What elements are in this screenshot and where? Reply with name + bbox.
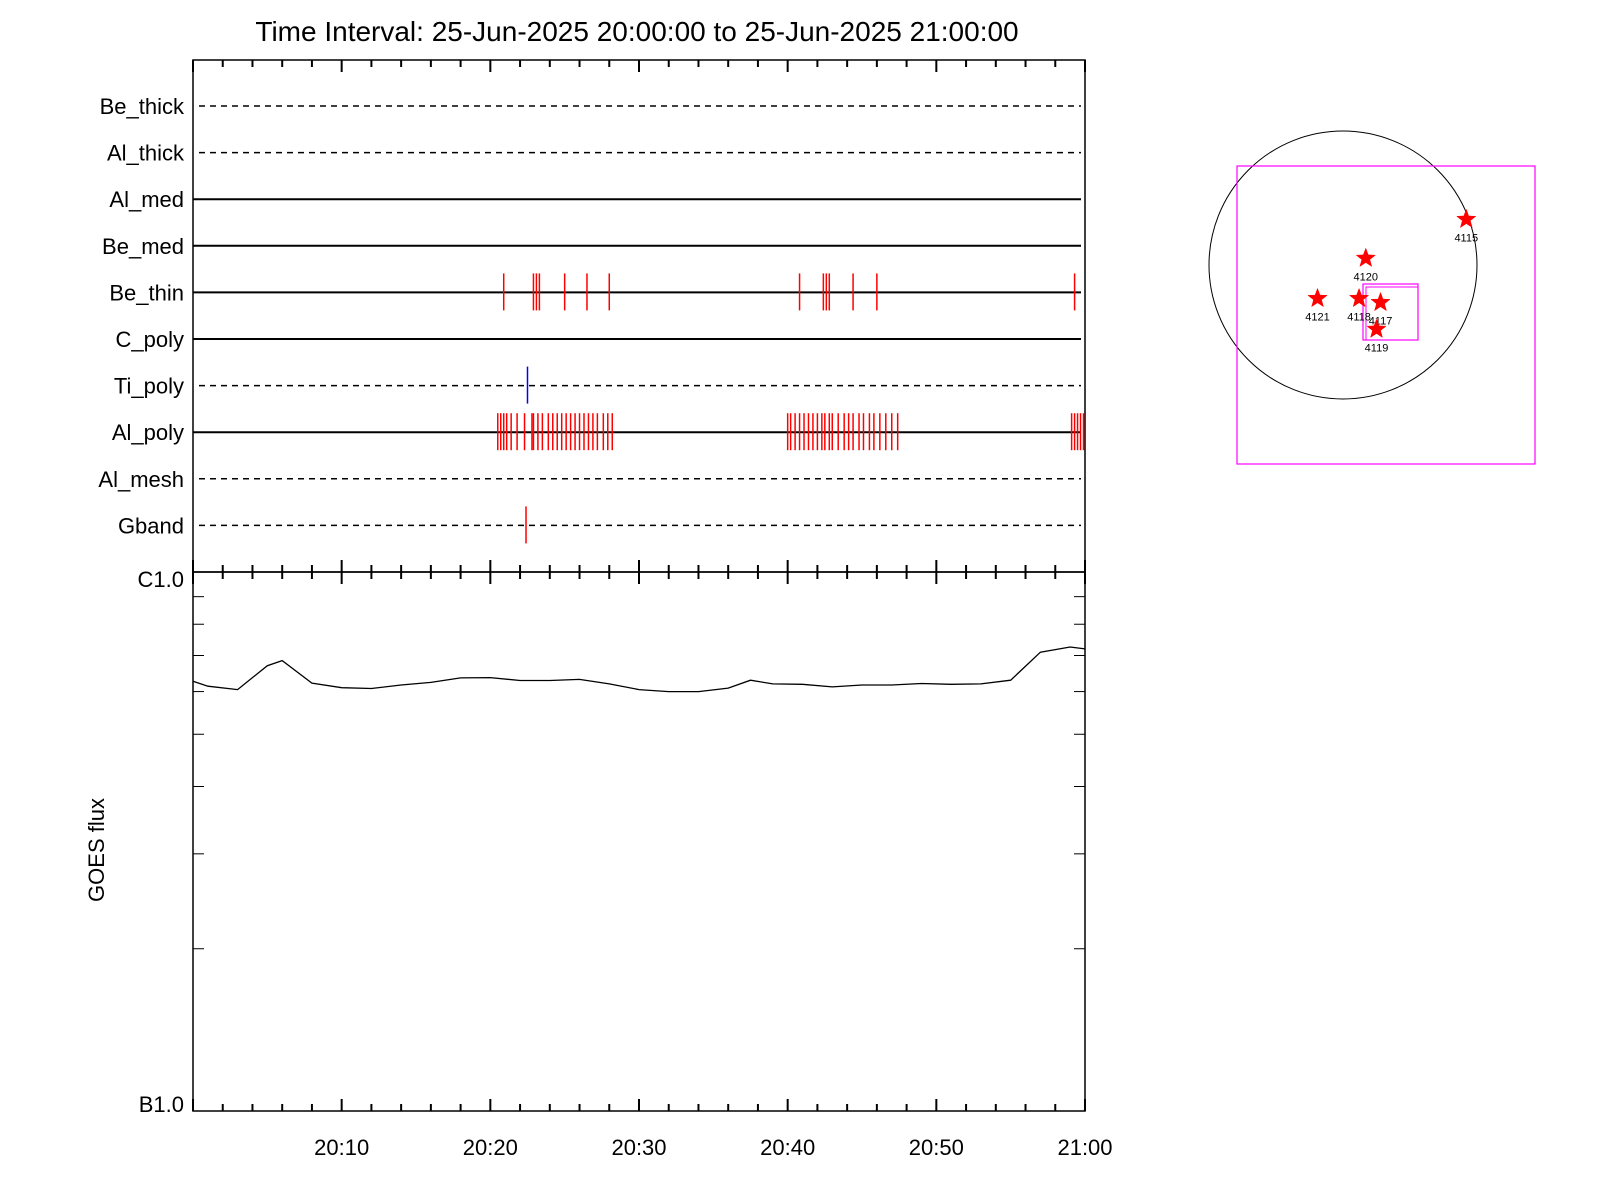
goes-flux-panel: C1.0 B1.0: [138, 567, 1086, 1117]
field-of-view-box-small: [1362, 283, 1419, 341]
active-region-star: [1456, 208, 1477, 229]
active-region-label: 4118: [1347, 312, 1371, 324]
x-tick-label: 20:50: [909, 1135, 964, 1160]
active-region-star: [1366, 318, 1387, 338]
x-tick-label: 20:20: [463, 1135, 518, 1160]
chart-title: Time Interval: 25-Jun-2025 20:00:00 to 2…: [255, 16, 1018, 47]
channel-timeline-panel: Be_thick Al_thick Al_med Be_med Be_thin C_pol…: [98, 59, 1086, 573]
active-region-star: [1370, 291, 1391, 312]
channel-label: Be_thin: [109, 280, 184, 305]
solar-disk: [1208, 130, 1478, 400]
x-tick-label: 20:30: [611, 1135, 666, 1160]
channel-label: C_poly: [116, 327, 184, 352]
field-of-view-box: [1236, 165, 1536, 465]
channel-label: Be_thick: [100, 94, 185, 119]
y-tick-label: B1.0: [139, 1092, 184, 1117]
channel-label: Be_med: [102, 234, 184, 259]
channel-label: Al_med: [109, 187, 184, 212]
x-tick-label: 20:10: [314, 1135, 369, 1160]
x-tick-labels: 20:10 20:20 20:30 20:40 20:50 21:00: [314, 1135, 1112, 1160]
channel-label: Ti_poly: [114, 374, 184, 399]
channel-label: Al_thick: [107, 141, 185, 166]
active-region-label: 4115: [1454, 232, 1478, 244]
channel-label: Gband: [118, 513, 184, 538]
bottom-panel-frame: [192, 571, 1086, 1112]
active-region-star: [1355, 247, 1376, 267]
active-region-label: 4120: [1354, 271, 1378, 283]
active-region-label: 4121: [1305, 312, 1329, 324]
field-of-view-box-inner: [1365, 286, 1419, 341]
y-tick-label: C1.0: [138, 567, 184, 592]
goes-flux-line: [192, 646, 1086, 693]
active-region-star: [1348, 287, 1370, 308]
active-region-star: [1307, 287, 1328, 308]
channel-label: Al_mesh: [98, 467, 184, 492]
top-panel-frame: [192, 59, 1086, 573]
channel-label: Al_poly: [112, 420, 184, 445]
goes-flux-ylabel: GOES flux: [84, 798, 109, 902]
x-tick-label: 21:00: [1057, 1135, 1112, 1160]
active-region-label: 4119: [1365, 342, 1389, 354]
x-tick-label: 20:40: [760, 1135, 815, 1160]
